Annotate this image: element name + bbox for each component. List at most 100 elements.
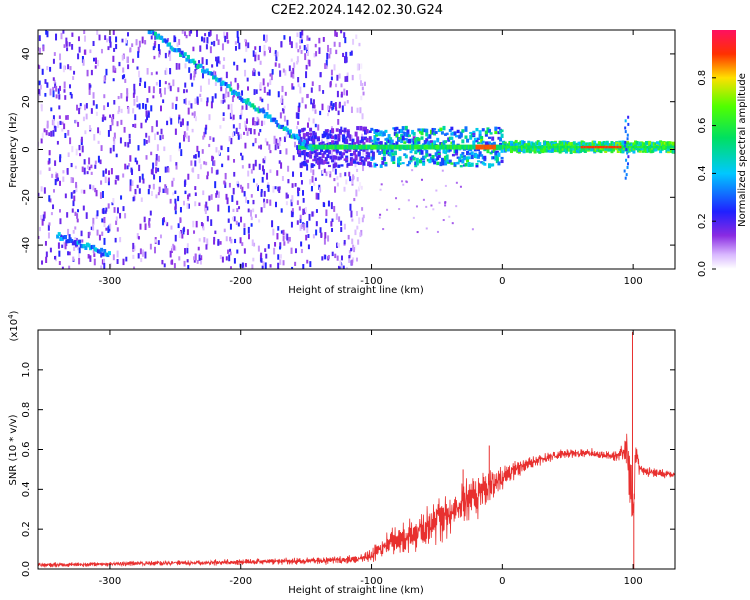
noise-cell — [156, 144, 159, 151]
carrier-cell — [564, 145, 568, 149]
carrier-cell — [320, 141, 324, 146]
carrier-cell — [450, 162, 454, 165]
noise-cell — [415, 205, 418, 208]
carrier-cell — [566, 148, 570, 152]
carrier-cell — [431, 142, 435, 146]
carrier-cell — [582, 142, 586, 146]
noise-cell — [150, 191, 153, 196]
carrier-cell — [417, 139, 421, 145]
noise-cell — [55, 94, 58, 99]
noise-cell — [73, 246, 76, 251]
noise-cell — [189, 74, 192, 80]
carrier-cell — [555, 146, 559, 150]
noise-cell — [252, 199, 255, 205]
carrier-cell — [337, 139, 341, 142]
carrier-cell — [580, 145, 584, 149]
carrier-cell — [500, 133, 504, 138]
drift-line-cell — [284, 126, 288, 131]
noise-cell — [236, 208, 239, 213]
carrier-cell — [431, 127, 435, 131]
noise-cell — [79, 103, 82, 107]
drift-line-cell — [306, 145, 310, 150]
noise-cell — [333, 178, 336, 182]
carrier-cell — [313, 150, 317, 154]
carrier-cell — [342, 144, 346, 150]
noise-cell — [209, 30, 212, 36]
carrier-cell — [563, 140, 567, 145]
carrier-cell — [462, 144, 466, 150]
noise-cell — [82, 205, 85, 211]
carrier-cell — [428, 158, 432, 164]
noise-cell — [164, 81, 167, 85]
carrier-cell — [621, 145, 625, 149]
carrier-cell — [472, 144, 476, 150]
noise-cell — [46, 66, 49, 71]
noise-cell — [298, 106, 301, 112]
carrier-cell — [312, 144, 316, 150]
carrier-cell — [596, 144, 600, 147]
carrier-cell — [326, 154, 330, 159]
carrier-cell — [447, 148, 451, 153]
noise-cell — [327, 254, 330, 259]
carrier-cell — [648, 147, 652, 153]
noise-cell — [100, 265, 103, 269]
carrier-cell — [390, 139, 394, 144]
noise-cell — [350, 50, 353, 56]
carrier-cell — [382, 149, 386, 155]
carrier-cell — [318, 144, 322, 150]
noise-cell — [340, 255, 343, 261]
noise-cell — [305, 64, 308, 70]
carrier-cell — [378, 144, 382, 150]
carrier-cell — [393, 150, 397, 156]
noise-cell — [170, 225, 173, 230]
carrier-cell — [509, 140, 513, 145]
carrier-cell — [381, 150, 385, 154]
noise-cell — [214, 82, 217, 86]
noise-cell — [115, 36, 118, 43]
carrier-cell — [608, 147, 612, 152]
noise-cell — [183, 180, 186, 187]
noise-cell — [125, 96, 128, 102]
carrier-cell — [558, 140, 562, 145]
noise-cell — [352, 244, 355, 251]
carrier-cell — [426, 136, 430, 139]
noise-cell — [344, 76, 347, 82]
carrier-cell — [489, 132, 493, 135]
noise-cell — [58, 115, 61, 119]
noise-cell — [126, 165, 129, 170]
carrier-cell — [434, 144, 438, 150]
noise-cell — [220, 86, 223, 92]
noise-cell — [321, 103, 324, 111]
carrier-cell — [470, 151, 474, 155]
noise-cell — [39, 215, 42, 220]
carrier-cell — [318, 142, 322, 147]
noise-cell — [277, 254, 280, 260]
noise-cell — [45, 256, 48, 263]
carrier-cell — [503, 147, 507, 153]
noise-cell — [209, 46, 212, 54]
noise-cell — [78, 247, 81, 254]
noise-cell — [241, 155, 244, 161]
noise-cell — [252, 50, 255, 57]
carrier-cell — [602, 145, 606, 149]
noise-cell — [83, 49, 86, 55]
noise-cell — [100, 180, 103, 185]
noise-cell — [184, 190, 187, 195]
noise-cell — [216, 59, 219, 67]
carrier-cell — [464, 129, 468, 132]
drift-line-cell — [56, 234, 60, 239]
carrier-cell — [544, 141, 548, 145]
carrier-cell — [396, 144, 400, 150]
noise-cell — [294, 248, 297, 254]
drift-line-cell — [168, 42, 172, 47]
carrier-cell — [467, 156, 471, 160]
noise-cell — [244, 38, 247, 42]
carrier-cell — [597, 145, 601, 149]
carrier-cell — [492, 156, 496, 159]
noise-cell — [297, 121, 300, 125]
noise-cell — [80, 136, 83, 143]
carrier-cell — [582, 147, 586, 151]
drift-line-cell — [260, 108, 264, 113]
noise-cell — [122, 67, 125, 73]
noise-cell — [339, 172, 342, 178]
